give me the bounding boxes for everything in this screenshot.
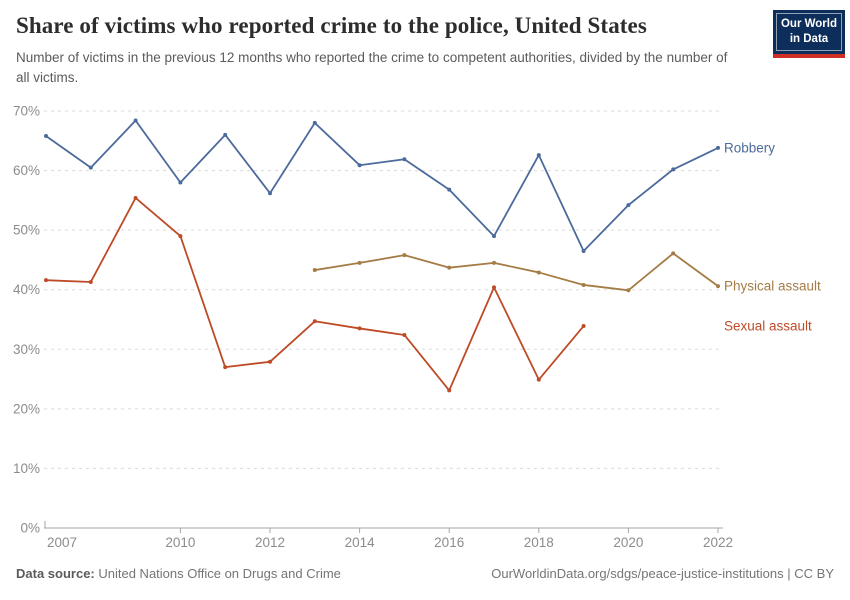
y-tick-label-70: 70%: [13, 104, 40, 119]
sexual-assault-point-2015[interactable]: [402, 332, 407, 337]
robbery-point-2008[interactable]: [88, 165, 93, 170]
physical-assault-point-2021[interactable]: [671, 251, 676, 256]
physical-assault-point-2015[interactable]: [402, 253, 407, 258]
page-title: Share of victims who reported crime to t…: [16, 13, 647, 38]
data-source-value: United Nations Office on Drugs and Crime: [94, 566, 341, 581]
x-tick-label-2014: 2014: [345, 535, 376, 550]
attribution-separator: |: [783, 566, 795, 581]
chart-subtitle: Number of victims in the previous 12 mon…: [16, 49, 728, 85]
y-tick-label-40: 40%: [13, 282, 40, 297]
sexual-assault-line[interactable]: [45, 197, 585, 392]
x-tick-label-2007: 2007: [47, 535, 77, 550]
owid-logo-text: Our World in Data: [776, 13, 842, 51]
y-tick-label-30: 30%: [13, 342, 40, 357]
physical-assault-point-2013[interactable]: [312, 268, 317, 273]
robbery-line[interactable]: [45, 119, 719, 252]
line-chart-svg[interactable]: 0% 10% 20% 30% 40% 50% 60% 70% 2007 2010 2012 2014 2…: [0, 96, 850, 560]
chart-header: Share of victims who reported crime to t…: [16, 12, 766, 88]
y-tick-label-10: 10%: [13, 461, 40, 476]
physical-assault-point-2014[interactable]: [357, 260, 362, 265]
physical-assault-series-label: Physical assault: [724, 279, 821, 294]
y-tick-label-0: 0%: [20, 521, 40, 536]
robbery-point-2013[interactable]: [312, 120, 317, 125]
physical-assault-point-2018[interactable]: [536, 270, 541, 275]
x-tick-label-2020: 2020: [613, 535, 643, 550]
robbery-point-2009[interactable]: [133, 118, 138, 123]
owid-logo[interactable]: Our World in Data: [773, 10, 845, 58]
physical-assault-point-2020[interactable]: [626, 288, 631, 293]
robbery-point-2019[interactable]: [581, 248, 586, 253]
sexual-assault-point-2018[interactable]: [536, 377, 541, 382]
chart-footer: Data source: United Nations Office on Dr…: [16, 566, 834, 581]
robbery-point-2015[interactable]: [402, 157, 407, 162]
robbery-point-2007[interactable]: [44, 134, 48, 139]
data-source-label: Data source:: [16, 566, 95, 581]
sexual-assault-point-2013[interactable]: [312, 319, 317, 324]
physical-assault-point-2019[interactable]: [581, 282, 586, 287]
sexual-assault-point-2010[interactable]: [178, 234, 183, 239]
y-tick-label-60: 60%: [13, 163, 40, 178]
x-tick-label-2012: 2012: [255, 535, 285, 550]
physical-assault-point-2022[interactable]: [716, 284, 720, 289]
owid-url-link[interactable]: OurWorldinData.org/sdgs/peace-justice-in…: [491, 566, 784, 581]
physical-assault-point-2017[interactable]: [492, 260, 496, 265]
x-tick-label-2010: 2010: [165, 535, 195, 550]
owid-logo-line1: Our World: [780, 18, 837, 30]
robbery-point-2014[interactable]: [357, 163, 362, 168]
robbery-point-2022[interactable]: [716, 145, 720, 150]
robbery-point-2018[interactable]: [536, 153, 541, 158]
sexual-assault-point-2014[interactable]: [357, 326, 362, 331]
data-source: Data source: United Nations Office on Dr…: [16, 566, 341, 581]
robbery-point-2011[interactable]: [223, 132, 228, 137]
robbery-point-2017[interactable]: [492, 234, 496, 239]
owid-logo-line2: in Data: [789, 32, 829, 45]
robbery-point-2016[interactable]: [447, 187, 452, 192]
y-tick-label-20: 20%: [13, 401, 40, 416]
sexual-assault-series-label: Sexual assault: [724, 319, 812, 334]
sexual-assault-point-2007[interactable]: [44, 278, 48, 283]
robbery-point-2021[interactable]: [671, 167, 676, 172]
attribution: OurWorldinData.org/sdgs/peace-justice-in…: [491, 566, 834, 581]
robbery-series-label: Robbery: [724, 140, 775, 155]
y-tick-label-50: 50%: [13, 223, 40, 238]
sexual-assault-point-2008[interactable]: [88, 279, 93, 284]
physical-assault-point-2016[interactable]: [447, 265, 452, 270]
sexual-assault-point-2017[interactable]: [492, 285, 496, 290]
sexual-assault-point-2011[interactable]: [223, 365, 228, 370]
robbery-point-2012[interactable]: [268, 191, 272, 196]
owid-logo-red-stripe: [773, 53, 845, 58]
sexual-assault-point-2016[interactable]: [447, 388, 452, 393]
license-link[interactable]: CC BY: [794, 566, 834, 581]
x-tick-label-2016: 2016: [434, 535, 464, 550]
chart-area: 0% 10% 20% 30% 40% 50% 60% 70% 2007 2010 2012 2014 2…: [0, 96, 850, 560]
x-tick-label-2018: 2018: [524, 535, 554, 550]
robbery-point-2020[interactable]: [626, 203, 631, 208]
sexual-assault-point-2009[interactable]: [133, 195, 138, 200]
sexual-assault-point-2019[interactable]: [581, 324, 586, 329]
robbery-point-2010[interactable]: [178, 180, 183, 185]
physical-assault-line[interactable]: [313, 252, 719, 292]
sexual-assault-point-2012[interactable]: [268, 359, 272, 364]
x-tick-label-2022: 2022: [703, 535, 733, 550]
